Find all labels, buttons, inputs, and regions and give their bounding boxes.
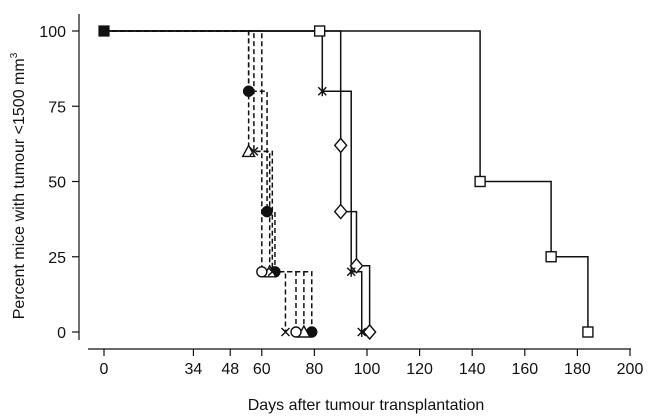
x-tick-label: 100 xyxy=(354,361,381,378)
data-point xyxy=(333,137,348,154)
data-point xyxy=(357,327,367,337)
x-tick-label: 160 xyxy=(511,361,538,378)
data-point xyxy=(317,86,327,97)
plot-area xyxy=(98,25,594,341)
series-line xyxy=(104,30,363,332)
x-axis-title: Days after tumour transplantation xyxy=(248,397,485,414)
data-point xyxy=(474,175,486,188)
y-axis-title-main: Percent mice with tumour <1500 mm xyxy=(11,58,28,319)
data-point xyxy=(280,327,290,337)
start-point xyxy=(98,25,110,37)
series-line xyxy=(104,30,297,332)
data-point xyxy=(362,323,377,341)
x-tick-label: 180 xyxy=(564,361,591,378)
y-axis-title: Percent mice with tumour <1500 mm3 xyxy=(9,52,28,319)
data-point xyxy=(256,266,268,278)
data-point xyxy=(545,251,557,263)
data-point xyxy=(242,85,255,97)
x-tick-label: 48 xyxy=(221,361,239,378)
y-tick-label: 75 xyxy=(48,99,66,116)
y-axis-title-superscript: 3 xyxy=(9,52,20,58)
y-tick-label: 0 xyxy=(57,325,66,342)
x-tick-label: 60 xyxy=(253,361,271,378)
x-tick-label: 120 xyxy=(406,361,433,378)
data-point xyxy=(290,326,302,338)
data-point xyxy=(267,267,277,277)
data-point-stroke xyxy=(249,146,259,156)
y-tick-label: 25 xyxy=(48,250,66,267)
data-point xyxy=(249,146,259,156)
y-tick-label: 100 xyxy=(39,24,66,41)
series-line xyxy=(104,30,313,332)
data-point-stroke xyxy=(280,327,290,337)
x-tick-label: 0 xyxy=(100,361,109,378)
series-line xyxy=(104,30,589,332)
x-tick-label: 34 xyxy=(185,361,203,378)
data-point-stroke xyxy=(267,267,277,277)
series-line xyxy=(104,30,371,332)
series-line xyxy=(104,30,287,332)
x-tick-label: 80 xyxy=(306,361,324,378)
data-point xyxy=(346,266,356,277)
data-point xyxy=(261,205,273,218)
axes: 0 25 50 75 100 0 34 48 60 80 100 120 140 160 180 200 xyxy=(39,14,643,378)
series-line xyxy=(104,30,305,332)
x-tick-label: 200 xyxy=(617,361,644,378)
x-tick-label: 140 xyxy=(459,361,486,378)
data-point xyxy=(333,203,348,220)
data-point xyxy=(313,25,326,37)
data-point xyxy=(582,326,594,338)
y-tick-label: 50 xyxy=(48,175,66,192)
